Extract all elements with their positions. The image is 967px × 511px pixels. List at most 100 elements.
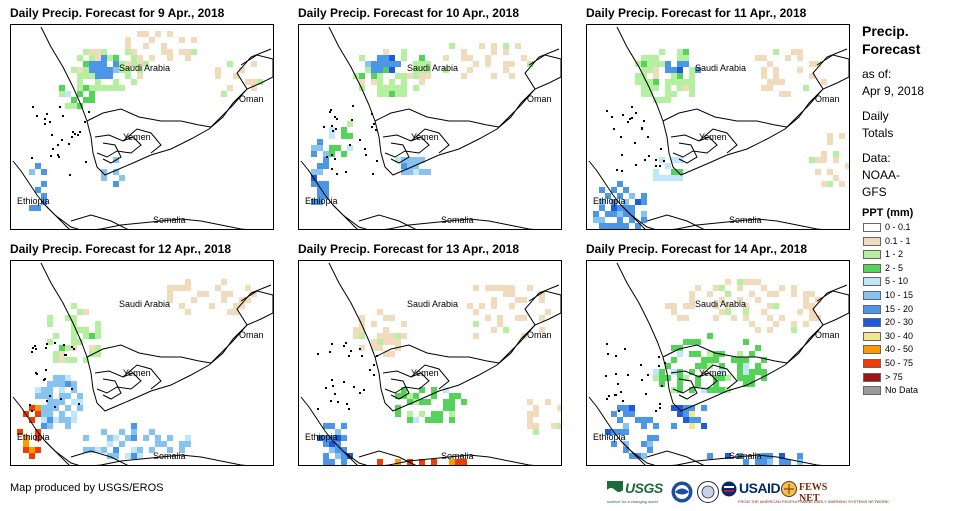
precip-cell	[773, 49, 779, 55]
precip-cell	[167, 285, 173, 291]
precip-cell	[509, 73, 515, 79]
precip-cell	[413, 67, 419, 73]
precip-cell	[809, 303, 815, 309]
precip-cell	[335, 465, 341, 466]
precip-cell	[383, 315, 389, 321]
country-border	[662, 344, 788, 364]
precip-cell	[695, 417, 701, 423]
island-speck	[373, 364, 375, 366]
precip-cell	[89, 49, 95, 55]
precip-cell	[323, 157, 329, 163]
precip-cell	[377, 309, 383, 315]
precip-cell	[779, 465, 785, 466]
precip-cell	[59, 357, 65, 363]
precip-cell	[779, 459, 785, 465]
precip-cell	[521, 297, 527, 303]
precip-cell	[413, 157, 419, 163]
island-speck	[658, 356, 660, 358]
precip-cell	[137, 31, 143, 37]
precip-cell	[113, 55, 119, 61]
island-speck	[350, 350, 352, 352]
country-label-saudi-arabia: Saudi Arabia	[119, 299, 171, 309]
precip-cell	[431, 393, 437, 399]
country-label-saudi-arabia: Saudi Arabia	[695, 63, 747, 73]
precip-cell	[53, 417, 59, 423]
island-speck	[644, 159, 646, 161]
precip-cell	[227, 85, 233, 91]
precip-cell	[317, 435, 323, 441]
country-border	[410, 128, 450, 154]
precip-cell	[329, 145, 335, 151]
precip-cell	[71, 333, 77, 339]
precip-cell	[407, 157, 413, 163]
precip-cell	[335, 435, 341, 441]
precip-cell	[623, 223, 629, 229]
precip-cell	[245, 79, 251, 85]
precip-cell	[803, 291, 809, 297]
precip-cell	[641, 85, 647, 91]
precip-raster	[300, 26, 561, 229]
precip-cell	[449, 411, 455, 417]
precip-cell	[677, 411, 683, 417]
country-label-saudi-arabia: Saudi Arabia	[695, 299, 747, 309]
precip-cell	[641, 55, 647, 61]
precip-cell	[503, 67, 509, 73]
precip-cell	[719, 309, 725, 315]
precip-cell	[647, 441, 653, 447]
precip-cell	[149, 55, 155, 61]
precip-cell	[59, 375, 65, 381]
precip-cell	[359, 333, 365, 339]
precip-cell	[743, 369, 749, 375]
country-border	[678, 142, 698, 164]
country-label-oman: Oman	[815, 94, 840, 104]
island-speck	[373, 374, 375, 376]
island-speck	[46, 343, 48, 345]
island-speck	[363, 389, 365, 391]
island-speck	[659, 407, 661, 409]
precip-cell	[653, 369, 659, 375]
precip-cell	[107, 441, 113, 447]
precip-cell	[689, 405, 695, 411]
island-speck	[85, 161, 87, 163]
precip-cell	[185, 55, 191, 61]
precip-cell	[491, 285, 497, 291]
island-speck	[631, 117, 633, 119]
precip-cell	[695, 351, 701, 357]
precip-cell	[179, 441, 185, 447]
country-border	[498, 284, 560, 364]
precip-cell	[761, 67, 767, 73]
precip-cell	[683, 405, 689, 411]
precip-cell	[161, 49, 167, 55]
precip-cell	[677, 55, 683, 61]
precip-cell	[461, 55, 467, 61]
precip-cell	[683, 85, 689, 91]
precip-cell	[125, 49, 131, 55]
precip-cell	[137, 55, 143, 61]
precip-cell	[341, 423, 347, 429]
precip-cell	[743, 375, 749, 381]
precip-cell	[515, 43, 521, 49]
legend-swatch	[863, 263, 881, 273]
precip-cell	[329, 435, 335, 441]
precip-cell	[395, 393, 401, 399]
precip-cell	[23, 441, 29, 447]
precip-cell	[413, 73, 419, 79]
precip-cell	[617, 193, 623, 199]
precip-cell	[683, 49, 689, 55]
country-border	[678, 378, 698, 400]
precip-cell	[77, 309, 83, 315]
precip-cell	[467, 55, 473, 61]
island-speck	[51, 134, 53, 136]
country-border	[332, 204, 358, 229]
precip-cell	[761, 375, 767, 381]
island-speck	[63, 344, 65, 346]
precip-cell	[641, 441, 647, 447]
precip-cell	[707, 357, 713, 363]
precip-cell	[419, 169, 425, 175]
country-border	[383, 454, 535, 465]
precip-cell	[797, 309, 803, 315]
precip-cell	[545, 309, 551, 315]
precip-cell	[473, 61, 479, 67]
precip-cell	[713, 381, 719, 387]
precip-cell	[785, 459, 791, 465]
